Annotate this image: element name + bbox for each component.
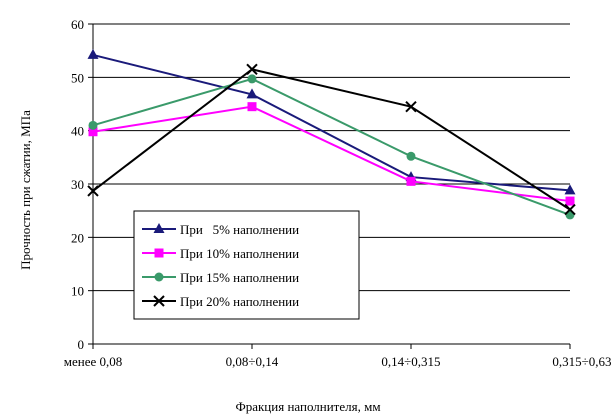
data-point <box>564 203 576 216</box>
y-axis-title: Прочность при сжатии, МПа <box>18 110 33 270</box>
series-line <box>92 68 571 211</box>
data-point <box>246 88 258 99</box>
marker-stroke <box>405 100 417 113</box>
x-axis-title: Фракция наполнителя, мм <box>235 399 380 414</box>
tick-labels: 0 10 20 30 40 50 60 менее 0,08 0,08÷0,14 0,14÷0,3… <box>64 17 612 369</box>
legend-marker <box>154 272 164 282</box>
series-line <box>92 105 571 203</box>
series-2 <box>88 102 575 206</box>
y-tick-label: 20 <box>71 230 84 245</box>
data-point <box>406 176 416 186</box>
legend: При 5% наполнении При 10% наполнении При 1… <box>133 210 360 320</box>
legend-marker <box>153 295 165 307</box>
legend-label: При 15% наполнении <box>180 270 299 285</box>
legend-label: При 20% наполнении <box>180 294 299 309</box>
data-point <box>565 196 575 206</box>
x-tick-label: 0,14÷0,315 <box>381 354 440 369</box>
legend-label: При 10% наполнении <box>180 246 299 261</box>
series-line <box>92 77 571 216</box>
series-4 <box>87 63 576 216</box>
x-tick-label: менее 0,08 <box>64 354 123 369</box>
legend-item: При 10% наполнении <box>142 246 299 261</box>
marker-stroke <box>246 63 258 76</box>
y-tick-label: 40 <box>71 124 84 139</box>
legend-item: При 15% наполнении <box>142 270 299 285</box>
data-point <box>88 127 98 137</box>
data-point <box>405 100 417 113</box>
data-point <box>247 74 257 84</box>
data-point <box>88 120 98 130</box>
y-tick-label: 0 <box>78 337 85 352</box>
legend-marker <box>153 223 165 233</box>
y-tick-label: 50 <box>71 70 84 85</box>
series-group <box>87 48 576 220</box>
marker-stroke <box>153 295 165 307</box>
legend-marker <box>154 248 164 258</box>
data-point <box>87 48 99 59</box>
data-point <box>247 102 257 112</box>
data-point <box>246 63 258 76</box>
series-3 <box>88 74 575 220</box>
data-point <box>406 151 416 161</box>
y-tick-label: 60 <box>71 17 84 32</box>
marker-stroke <box>564 203 576 216</box>
data-point <box>564 184 576 195</box>
y-tick-label: 30 <box>71 177 84 192</box>
data-point <box>87 185 99 197</box>
legend-item: При 5% наполнении <box>142 222 299 237</box>
y-tick-label: 10 <box>71 284 84 299</box>
x-tick-label: 0,08÷0,14 <box>226 354 279 369</box>
marker-stroke <box>87 185 99 197</box>
x-tick-label: 0,315÷0,63 <box>552 354 611 369</box>
series-line <box>92 53 571 192</box>
legend-label: При 5% наполнении <box>180 222 299 237</box>
legend-item: При 20% наполнении <box>142 294 299 309</box>
